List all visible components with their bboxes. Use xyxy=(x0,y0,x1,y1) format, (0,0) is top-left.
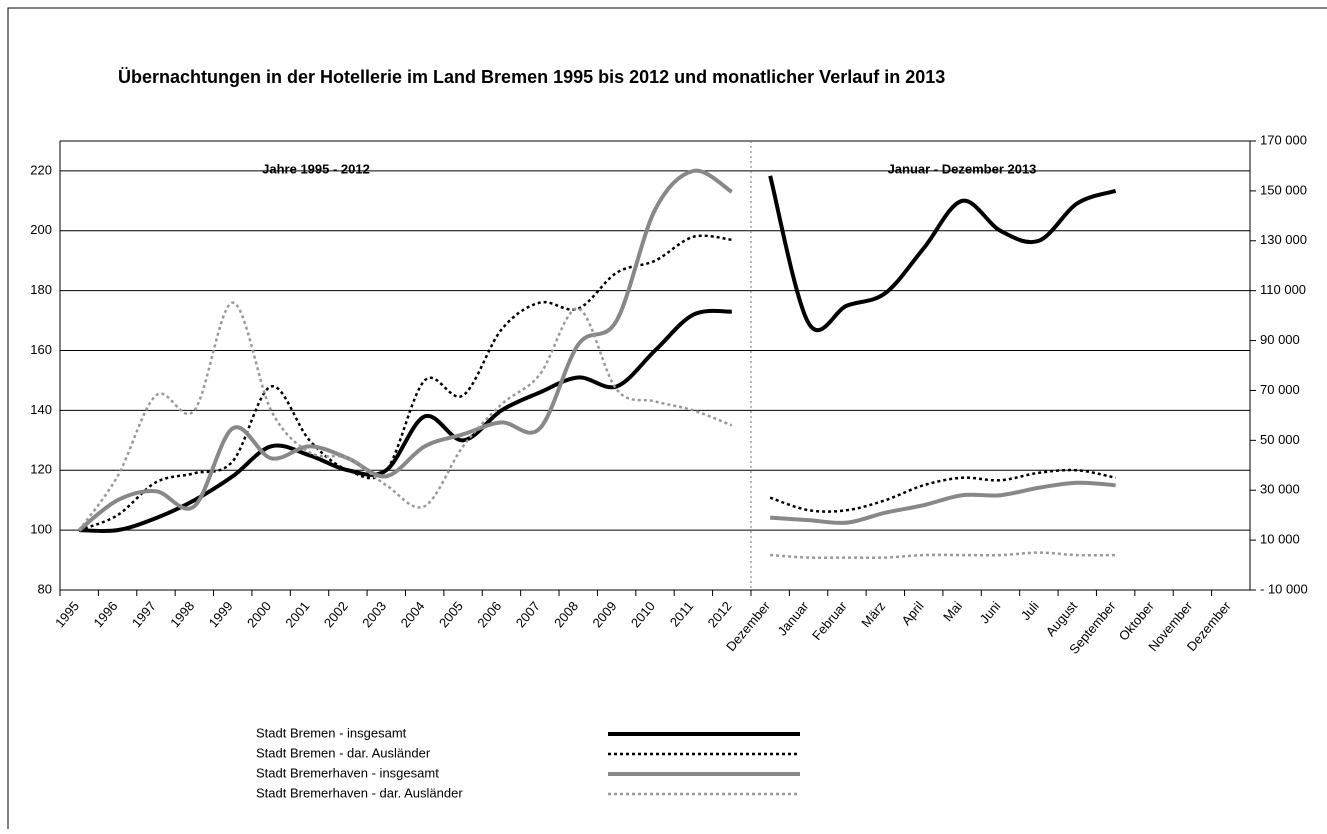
x-tick-label: 2004 xyxy=(398,598,428,630)
y2-tick-label: 50 000 xyxy=(1260,432,1300,447)
x-tick-label: Januar xyxy=(774,598,811,639)
x-tick-label: 1999 xyxy=(206,598,236,630)
x-tick-label: 2008 xyxy=(551,598,581,630)
x-tick-label: 1997 xyxy=(129,598,159,630)
x-tick-label: Februar xyxy=(809,598,850,643)
x-tick-label: 2010 xyxy=(628,598,658,630)
chart-title: Übernachtungen in der Hotellerie im Land… xyxy=(118,67,945,87)
x-tick-label: 1998 xyxy=(167,598,197,630)
frame xyxy=(7,7,1327,834)
y2-tick-label: 10 000 xyxy=(1260,532,1300,547)
legend-label: Stadt Bremerhaven - dar. Ausländer xyxy=(256,785,463,800)
x-tick-label: 2012 xyxy=(705,598,735,630)
x-tick-label: 2007 xyxy=(513,598,543,630)
series-line xyxy=(78,234,732,532)
x-tick-label: Juni xyxy=(977,598,1004,626)
legend-label: Stadt Bremerhaven - insgesamt xyxy=(256,765,439,780)
y-tick-label: 180 xyxy=(30,282,52,297)
x-tick-label: 1996 xyxy=(90,598,120,630)
x-tick-label: 2000 xyxy=(244,598,274,630)
x-tick-label: März xyxy=(858,598,888,630)
x-tick-label: August xyxy=(1043,598,1081,639)
y2-tick-label: 30 000 xyxy=(1260,482,1300,497)
x-tick-label: 2002 xyxy=(321,598,351,630)
series-line xyxy=(768,175,1117,333)
y2-tick-label: 150 000 xyxy=(1260,182,1307,197)
series-line xyxy=(78,301,733,531)
x-tick-label: 2005 xyxy=(436,598,466,630)
x-tick-label: Mai xyxy=(940,598,965,624)
y-tick-label: 160 xyxy=(30,342,52,357)
panel-label: Jahre 1995 - 2012 xyxy=(262,161,370,176)
x-tick-label: April xyxy=(898,598,926,628)
x-tick-label: Juli xyxy=(1018,598,1042,623)
y-tick-label: 200 xyxy=(30,222,52,237)
y2-tick-label: - 10 000 xyxy=(1260,581,1308,596)
y2-tick-label: 90 000 xyxy=(1260,332,1300,347)
y2-tick-label: 70 000 xyxy=(1260,382,1300,397)
y-tick-label: 100 xyxy=(30,522,52,537)
y2-tick-label: 110 000 xyxy=(1260,282,1306,297)
x-tick-label: 2006 xyxy=(474,598,504,630)
x-tick-label: 1995 xyxy=(52,598,82,630)
legend-label: Stadt Bremen - insgesamt xyxy=(256,725,407,740)
series-line xyxy=(769,468,1116,513)
y-tick-label: 220 xyxy=(30,162,52,177)
x-tick-label: 2001 xyxy=(282,598,312,630)
x-tick-label: 2009 xyxy=(589,598,619,630)
x-tick-label: 2011 xyxy=(667,598,696,629)
y-tick-label: 120 xyxy=(30,462,52,477)
series-line xyxy=(770,480,1116,525)
y2-tick-label: 170 000 xyxy=(1260,132,1307,147)
legend-label: Stadt Bremen - dar. Ausländer xyxy=(256,745,431,760)
series-line xyxy=(79,308,732,534)
series-line xyxy=(770,551,1116,560)
series-line xyxy=(77,168,733,532)
y-tick-label: 80 xyxy=(38,581,52,596)
panel-label: Januar - Dezember 2013 xyxy=(888,161,1037,176)
x-tick-label: 2003 xyxy=(359,598,389,630)
y-tick-label: 140 xyxy=(30,402,52,417)
y2-tick-label: 130 000 xyxy=(1260,232,1307,247)
